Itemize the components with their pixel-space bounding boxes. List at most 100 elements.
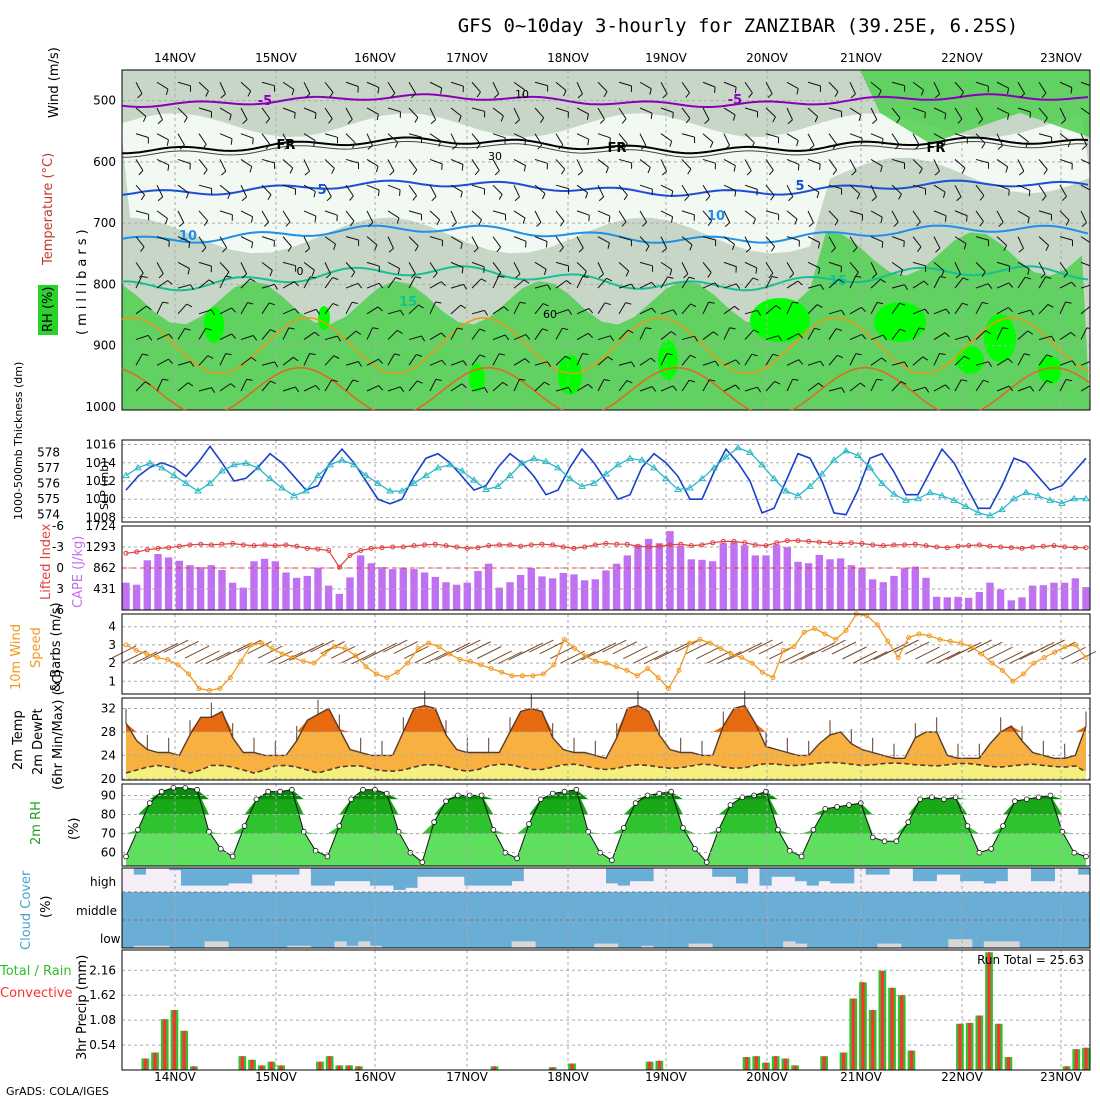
wind-barb — [450, 107, 462, 117]
wind-barb-flag — [523, 165, 526, 172]
cape-bar — [1071, 578, 1079, 610]
cape-bar — [868, 579, 877, 610]
wind-barb-flag — [705, 195, 711, 201]
precip-conv-bar — [890, 987, 894, 1070]
wind-barb — [429, 262, 438, 274]
wind-barb-flag — [352, 142, 356, 149]
cape-bar — [719, 543, 727, 610]
date-label-bottom: 22NOV — [941, 1070, 983, 1084]
wind-barb-flag — [755, 267, 758, 274]
wind-barb — [1038, 133, 1052, 138]
wind-barb-flag — [304, 170, 310, 176]
wind-barb-flag — [794, 218, 798, 225]
wind-barb-flag — [876, 378, 883, 381]
wind-barb-flag — [729, 327, 736, 330]
wind-barb — [534, 210, 542, 223]
wind-barb — [156, 301, 164, 315]
wind10m-marker — [300, 658, 306, 664]
li-marker — [528, 542, 534, 548]
wind-barb — [807, 81, 821, 87]
thickness-marker — [518, 459, 526, 466]
wind-barb — [219, 236, 228, 249]
wind-barb — [681, 184, 690, 197]
thickness-marker — [122, 471, 130, 479]
cape-bar — [132, 584, 141, 610]
wind-barb-flag — [478, 219, 483, 226]
wind-barb — [828, 210, 839, 221]
wind-barb-flag — [877, 301, 884, 305]
cape-bar — [687, 559, 695, 610]
wind-barb — [198, 387, 212, 392]
wind-barb — [744, 329, 755, 340]
wind-barb — [954, 133, 968, 138]
wind-barb — [786, 158, 800, 165]
wind-barb — [324, 81, 334, 93]
wind-barb-flag — [540, 117, 545, 123]
wind-barb-flag — [753, 329, 760, 334]
wind10m-marker — [937, 637, 943, 642]
wind-barb — [240, 133, 254, 139]
wind-barb — [135, 353, 143, 366]
cloud-high-bar — [924, 868, 937, 882]
wind-barb-flag — [515, 273, 521, 279]
wind-barb — [1038, 380, 1048, 392]
wind-barb-flag — [669, 140, 673, 147]
wind-barb — [681, 354, 691, 366]
wind-barb-flag — [558, 144, 564, 150]
wind-barb-flag — [310, 276, 317, 279]
date-label-bottom: 18NOV — [547, 1070, 589, 1084]
thickness-tick: 576 — [37, 476, 60, 490]
wind-barb-flag — [441, 163, 443, 170]
wind-barb-flag — [1063, 272, 1068, 278]
li-marker — [848, 540, 854, 546]
wind-barb-flag — [333, 243, 337, 250]
wind-barb-flag — [734, 305, 740, 311]
wind-barb — [345, 184, 354, 197]
wind-barb-flag — [231, 333, 237, 339]
wind-barb-flag — [882, 334, 888, 341]
rh2m-label: 2m RH — [29, 801, 44, 845]
wind-barb-flag — [460, 242, 463, 250]
wind-barb-flag — [268, 302, 275, 306]
precip-conv-bar — [783, 1058, 787, 1070]
wind-barb-flag — [357, 282, 363, 289]
wind-barb — [135, 262, 144, 274]
wind-barb — [534, 133, 543, 146]
thickness-marker — [926, 488, 934, 496]
li-marker — [710, 540, 716, 546]
wind-barb — [177, 284, 191, 289]
lifted-index-label: Lifted Index — [39, 523, 54, 600]
precip-conv-bar — [968, 1022, 972, 1070]
wind-barb-flag — [852, 247, 858, 253]
wind-barb — [618, 283, 632, 289]
cape-bar — [292, 577, 301, 610]
wind-barb — [408, 276, 416, 289]
wind-barb-flag — [920, 89, 924, 96]
precip-conv-bar — [648, 1061, 652, 1070]
wind-barb — [450, 210, 457, 223]
wind-barb — [681, 210, 695, 216]
wind-barb — [723, 81, 737, 88]
li-tick: -6 — [52, 519, 64, 533]
wind-barb-flag — [961, 379, 968, 382]
wind-barb — [1059, 184, 1067, 197]
rh-line — [125, 787, 1087, 864]
wind10m-marker — [561, 637, 567, 642]
wind-barb-flag — [834, 91, 839, 98]
wind-barb-flag — [397, 329, 403, 334]
date-label-top: 21NOV — [840, 51, 882, 65]
wind-barb — [660, 184, 673, 192]
wind-barb-flag — [1020, 93, 1025, 99]
wind-barb-flag — [395, 277, 402, 280]
wind10m-marker — [165, 657, 171, 662]
wind-barb — [156, 81, 169, 90]
cloud-low-bar — [606, 943, 619, 948]
wind-barb — [324, 236, 336, 245]
wind-barb-flag — [451, 145, 458, 150]
slp-tick: 1014 — [85, 456, 116, 470]
cape-bar — [794, 561, 802, 610]
wind-barb-flag — [645, 245, 650, 252]
li-marker — [166, 545, 172, 551]
wind-barb-flag — [314, 331, 320, 337]
wind-barb — [345, 282, 359, 289]
